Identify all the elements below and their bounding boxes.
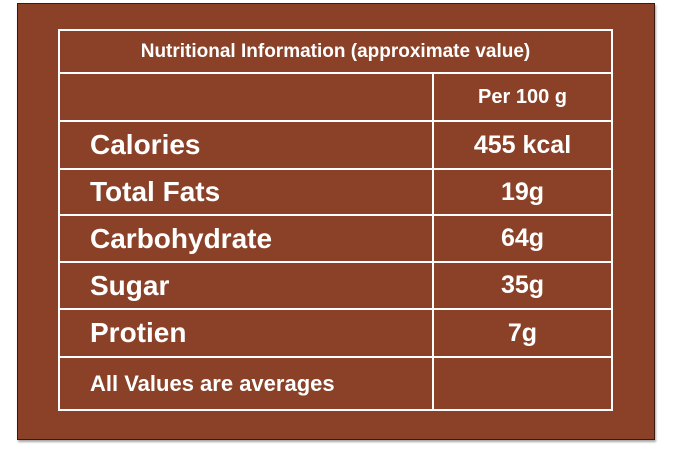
nutrient-value: 19g xyxy=(432,168,613,216)
nutrient-name: Protien xyxy=(58,308,434,358)
header-blank xyxy=(58,72,434,122)
header-unit: Per 100 g xyxy=(432,72,613,122)
nutrient-value: 64g xyxy=(432,214,613,263)
nutrient-name: Carbohydrate xyxy=(58,214,434,263)
nutrient-name: Sugar xyxy=(58,261,434,310)
nutrient-value: 7g xyxy=(432,308,613,358)
footer-blank xyxy=(432,356,613,411)
table-title: Nutritional Information (approximate val… xyxy=(58,29,613,74)
nutrient-name: Calories xyxy=(58,120,434,170)
nutrient-name: Total Fats xyxy=(58,168,434,216)
table-footer: All Values are averages xyxy=(58,356,434,411)
nutrient-value: 455 kcal xyxy=(432,120,613,170)
nutrient-value: 35g xyxy=(432,261,613,310)
label-panel xyxy=(17,3,655,440)
